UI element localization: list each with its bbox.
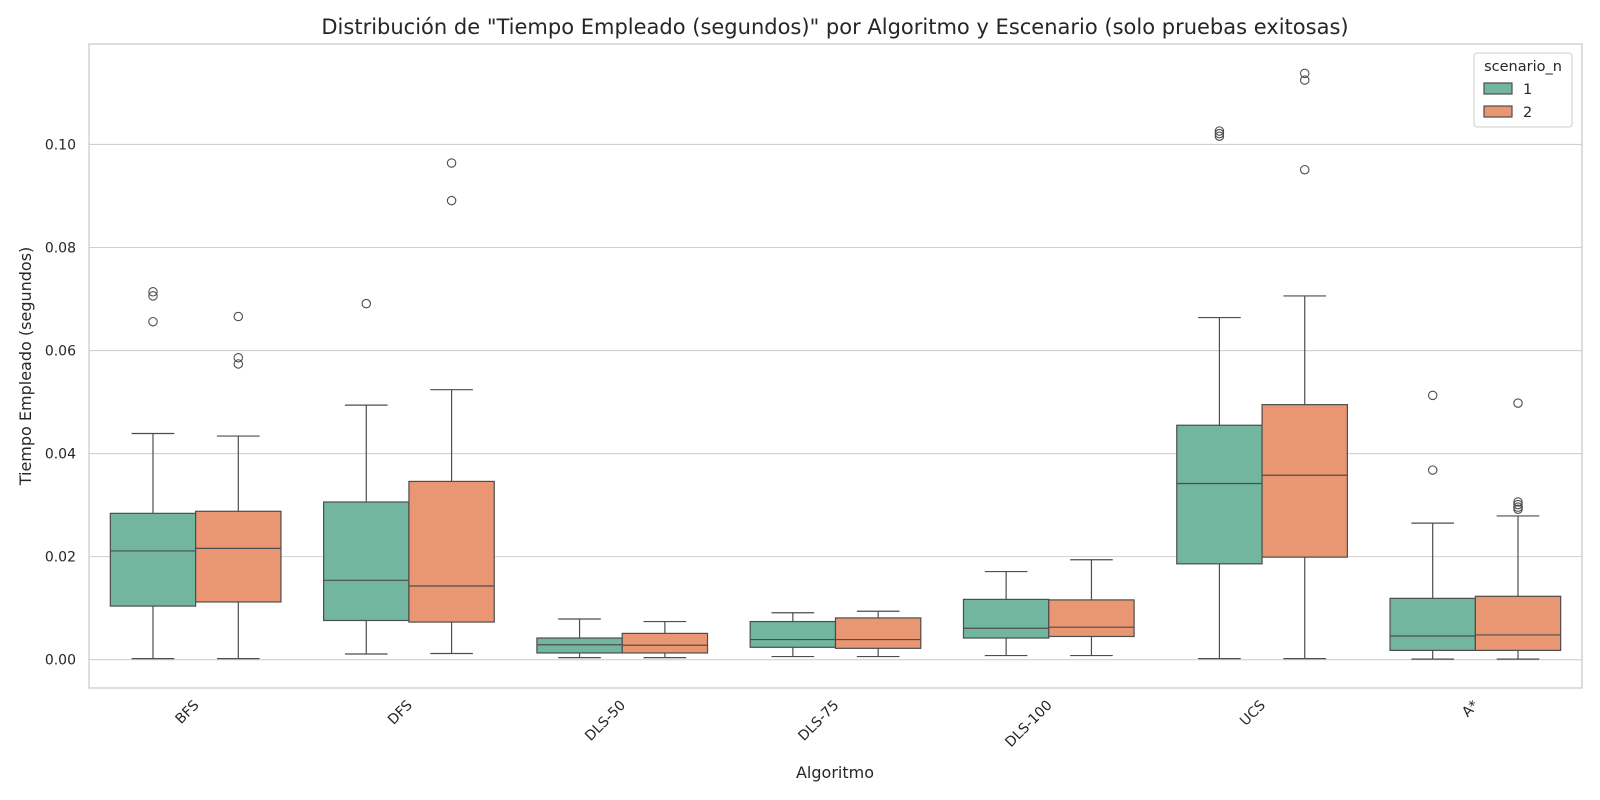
y-tick-labels: 0.00 0.02 0.04 0.06 0.08 0.10	[45, 137, 76, 668]
iqr-box	[195, 510, 282, 603]
box-A*-scenario-1	[1389, 390, 1476, 660]
y-tick-label: 0.08	[45, 241, 76, 257]
outlier-point	[446, 158, 457, 168]
y-tick-label: 0.06	[45, 344, 76, 360]
plot-frame	[88, 43, 1583, 689]
outlier-point	[148, 287, 158, 297]
legend-label-2: 2	[1523, 105, 1532, 121]
iqr-box	[962, 598, 1050, 639]
iqr-box	[1176, 424, 1263, 565]
legend-title: scenario_n	[1484, 59, 1562, 75]
box-BFS-scenario-2	[195, 311, 282, 660]
outlier-point	[1513, 497, 1523, 507]
outlier-point	[1427, 465, 1438, 475]
box-UCS-scenario-1	[1176, 126, 1263, 660]
box-DLS-50-scenario-2	[621, 620, 709, 659]
legend-label-1: 1	[1523, 82, 1532, 98]
outlier-point	[1513, 499, 1523, 510]
iqr-box	[749, 620, 837, 648]
y-tick-label: 0.04	[45, 447, 76, 463]
box-A*-scenario-2	[1474, 398, 1562, 660]
outlier-point	[446, 195, 457, 206]
y-tick-label: 0.00	[45, 653, 76, 669]
outlier-point	[233, 311, 244, 322]
legend: scenario_n 1 2	[1473, 52, 1573, 128]
outlier-point	[1299, 68, 1310, 79]
iqr-box	[408, 480, 495, 623]
iqr-box	[1389, 597, 1476, 651]
outlier-point	[361, 298, 372, 309]
box-DFS-scenario-1	[323, 298, 410, 655]
y-axis-label: Tiempo Empleado (segundos)	[16, 247, 35, 487]
iqr-box	[109, 512, 197, 607]
outlier-point	[1427, 390, 1438, 401]
iqr-box	[323, 501, 410, 622]
outlier-point	[1214, 126, 1225, 136]
iqr-box	[834, 617, 922, 649]
x-axis-label: Algoritmo	[796, 763, 874, 782]
iqr-box	[1048, 599, 1135, 638]
y-tick-label: 0.10	[45, 137, 76, 153]
box-DFS-scenario-2	[408, 158, 495, 655]
outlier-point	[148, 291, 158, 301]
box-BFS-scenario-1	[109, 287, 197, 660]
box-DLS-50-scenario-1	[536, 618, 623, 659]
outlier-point	[233, 353, 244, 363]
box-DLS-75-scenario-2	[834, 610, 922, 658]
box-UCS-scenario-2	[1261, 68, 1348, 660]
outlier-point	[1513, 398, 1523, 408]
iqr-box	[536, 637, 623, 654]
iqr-box	[621, 632, 709, 654]
outlier-point	[1299, 164, 1310, 175]
outlier-point	[1214, 131, 1225, 141]
outlier-point	[1513, 504, 1523, 514]
outlier-point	[233, 359, 244, 369]
iqr-box	[1261, 404, 1348, 558]
legend-swatch-1	[1483, 82, 1513, 95]
y-tick-label: 0.02	[45, 550, 76, 566]
chart-title: Distribución de "Tiempo Empleado (segund…	[321, 15, 1348, 39]
legend-swatch-2	[1483, 105, 1513, 118]
box-layer	[109, 68, 1562, 660]
box-DLS-100-scenario-2	[1048, 559, 1135, 657]
iqr-box	[1474, 595, 1562, 651]
outlier-point	[1299, 75, 1310, 85]
outlier-point	[148, 316, 158, 327]
outlier-point	[1214, 128, 1225, 139]
